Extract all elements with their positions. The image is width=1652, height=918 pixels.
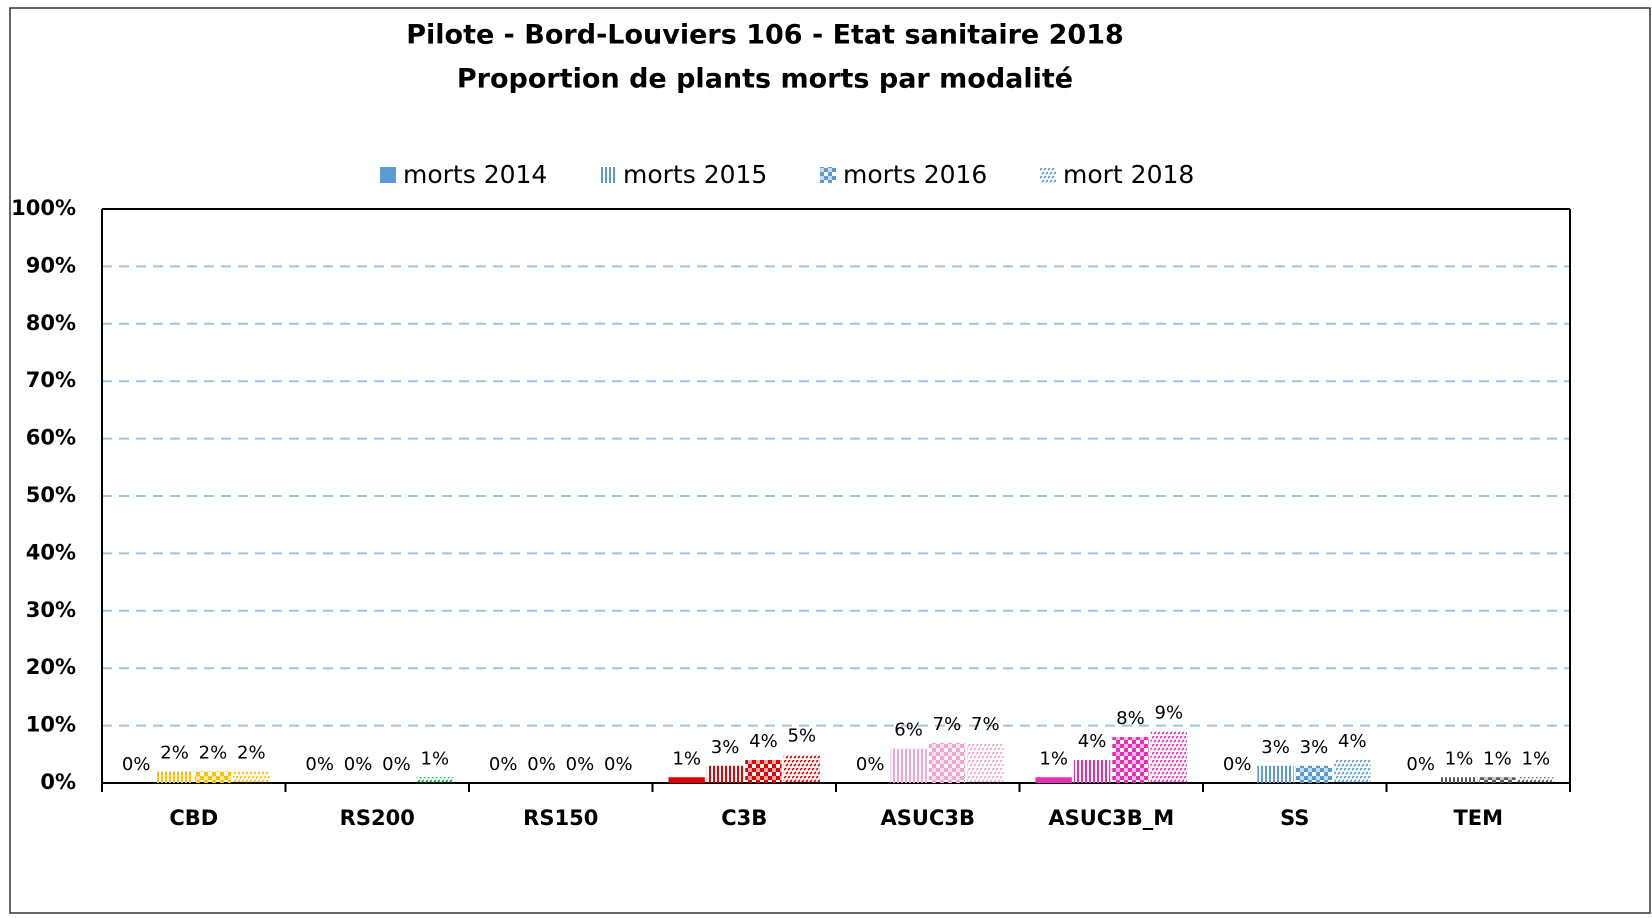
- legend-label: morts 2014: [403, 160, 547, 189]
- legend-swatch: [1040, 167, 1056, 183]
- bar: [1257, 765, 1294, 783]
- bar: [1150, 731, 1187, 783]
- value-label: 1%: [1522, 748, 1551, 769]
- x-tick-label: ASUC3B_M: [1048, 806, 1174, 830]
- bar: [928, 742, 966, 783]
- value-label: 0%: [566, 754, 595, 775]
- chart-border: [9, 7, 1651, 914]
- value-label: 2%: [237, 743, 266, 764]
- legend-swatch: [600, 167, 616, 183]
- bar: [156, 771, 193, 783]
- value-label: 0%: [344, 754, 373, 775]
- y-tick-label: 50%: [26, 483, 76, 507]
- y-tick-label: 10%: [26, 713, 76, 737]
- x-tick-label: RS150: [523, 806, 598, 830]
- value-label: 3%: [1300, 737, 1329, 758]
- value-label: 1%: [1445, 748, 1474, 769]
- x-tick-label: C3B: [721, 806, 767, 830]
- legend-label: morts 2015: [623, 160, 767, 189]
- bar: [1112, 737, 1149, 783]
- x-tick-label: SS: [1280, 806, 1309, 830]
- value-label: 8%: [1116, 708, 1145, 729]
- y-tick-label: 100%: [11, 196, 76, 220]
- legend-label: mort 2018: [1063, 160, 1194, 189]
- bar: [890, 748, 927, 783]
- value-label: 9%: [1155, 702, 1184, 723]
- y-tick-label: 60%: [26, 426, 76, 450]
- chart-subtitle: Proportion de plants morts par modalité: [457, 64, 1073, 95]
- bar: [416, 777, 453, 783]
- value-label: 3%: [1261, 737, 1290, 758]
- value-label: 0%: [604, 754, 633, 775]
- bar: [194, 771, 232, 783]
- bar: [1295, 765, 1333, 783]
- value-label: 0%: [382, 754, 411, 775]
- x-tick-label: TEM: [1453, 806, 1503, 830]
- value-label: 4%: [1078, 731, 1107, 752]
- value-label: 4%: [749, 731, 778, 752]
- x-tick-label: ASUC3B: [881, 806, 975, 830]
- chart-title: Pilote - Bord-Louviers 106 - Etat sanita…: [406, 20, 1124, 51]
- bar: [1035, 777, 1072, 783]
- x-tick-label: CBD: [169, 806, 218, 830]
- value-label: 6%: [894, 720, 923, 741]
- value-label: 1%: [672, 748, 701, 769]
- value-label: 0%: [305, 754, 334, 775]
- bar: [1479, 777, 1516, 783]
- legend-swatch: [380, 167, 396, 183]
- value-label: 0%: [856, 754, 885, 775]
- bar: [1517, 777, 1554, 783]
- value-label: 7%: [933, 714, 962, 735]
- bar: [1073, 760, 1111, 783]
- bar: [668, 777, 705, 783]
- y-tick-label: 20%: [26, 655, 76, 679]
- value-label: 2%: [199, 743, 228, 764]
- bar: [706, 765, 744, 783]
- value-label: 0%: [1223, 754, 1252, 775]
- y-tick-label: 30%: [26, 598, 76, 622]
- value-label: 0%: [1406, 754, 1435, 775]
- value-label: 3%: [711, 737, 740, 758]
- value-label: 1%: [421, 748, 450, 769]
- bar: [967, 742, 1004, 783]
- value-label: 1%: [1483, 748, 1512, 769]
- x-tick-label: RS200: [340, 806, 415, 830]
- legend-swatch: [820, 167, 836, 183]
- value-label: 0%: [527, 754, 556, 775]
- value-label: 1%: [1039, 748, 1068, 769]
- value-label: 4%: [1338, 731, 1367, 752]
- legend-label: morts 2016: [843, 160, 987, 189]
- value-label: 7%: [971, 714, 1000, 735]
- y-tick-label: 70%: [26, 368, 76, 392]
- bar: [745, 760, 782, 783]
- value-label: 2%: [160, 743, 189, 764]
- y-tick-label: 90%: [26, 253, 76, 277]
- y-tick-label: 40%: [26, 540, 76, 564]
- bar: [1440, 777, 1478, 783]
- bar: [783, 754, 820, 783]
- y-tick-label: 0%: [40, 770, 76, 794]
- bar: [233, 771, 270, 783]
- y-tick-label: 80%: [26, 311, 76, 335]
- bar: [1334, 760, 1371, 783]
- value-label: 5%: [788, 725, 817, 746]
- value-label: 0%: [122, 754, 151, 775]
- value-label: 0%: [489, 754, 518, 775]
